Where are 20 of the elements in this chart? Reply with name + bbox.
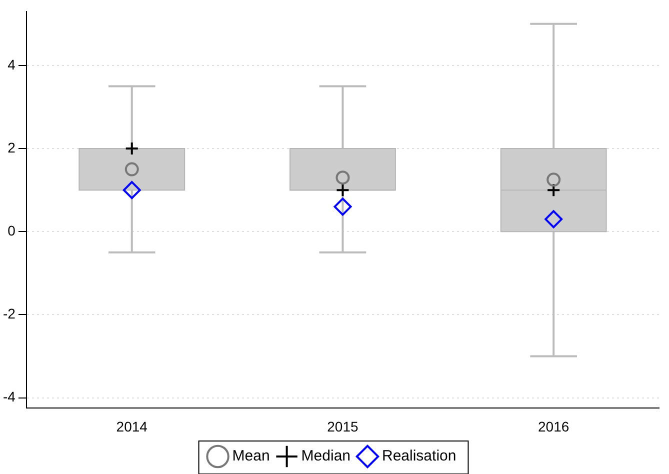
point xyxy=(124,162,139,176)
legend-label: Mean xyxy=(232,448,270,465)
point xyxy=(546,183,561,198)
point xyxy=(122,181,141,200)
x-tick-label: 2016 xyxy=(538,418,570,434)
x-tick-label: 2014 xyxy=(116,418,148,434)
y-tick-label: -2 xyxy=(2,306,16,322)
legend-label: Median xyxy=(301,448,351,465)
point xyxy=(546,172,561,187)
point xyxy=(124,142,139,156)
point xyxy=(336,183,350,198)
point xyxy=(334,198,352,216)
x-tick-label: 2015 xyxy=(327,418,359,434)
point xyxy=(544,210,563,228)
y-tick-label: 4 xyxy=(8,56,16,72)
y-tick-label: 2 xyxy=(8,139,16,156)
point xyxy=(336,170,350,185)
legend-label: Realisation xyxy=(382,448,456,465)
y-tick-label: -4 xyxy=(2,388,16,405)
y-tick-label: 0 xyxy=(8,222,16,238)
